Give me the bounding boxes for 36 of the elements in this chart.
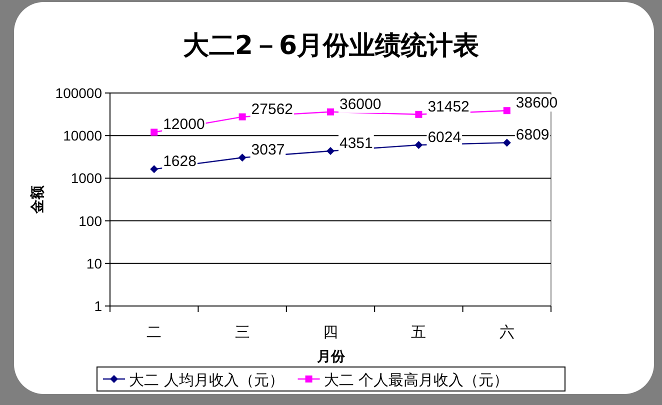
x-tick-label: 四 [323, 323, 338, 341]
x-tick-label: 五 [411, 323, 426, 341]
y-tick-label: 10 [86, 255, 102, 272]
data-label: 1628 [163, 153, 196, 170]
y-tick-label: 1 [94, 298, 102, 314]
legend-label: 大二 人均月收入（元） [129, 371, 284, 389]
point [150, 165, 158, 174]
data-label: 6024 [428, 128, 462, 146]
data-label: 38600 [516, 94, 558, 112]
data-label: 31452 [428, 98, 470, 116]
point [326, 146, 334, 155]
x-tick-label: 六 [499, 323, 514, 341]
data-label: 27562 [251, 100, 294, 118]
x-tick-label: 二 [146, 323, 162, 341]
point [503, 107, 510, 114]
point [414, 140, 423, 149]
y-tick-label: 10000 [63, 128, 102, 144]
chart-title: 大二2－6月份业绩统计表 [182, 31, 480, 61]
point [502, 138, 511, 147]
legend-label: 大二 个人最高月收入（元） [324, 371, 509, 389]
x-axis-title: 月份 [316, 349, 346, 365]
data-label: 36000 [340, 96, 382, 113]
data-label: 12000 [163, 116, 205, 134]
data-label: 6809 [516, 126, 550, 144]
data-label: 4351 [340, 134, 373, 152]
x-tick-label: 三 [234, 323, 250, 341]
y-tick-label: 1000 [70, 170, 102, 186]
point [415, 110, 422, 118]
point [150, 128, 158, 136]
y-axis-title: 金额 [29, 184, 46, 214]
point [327, 108, 334, 116]
point [238, 113, 246, 120]
data-label: 3037 [251, 142, 285, 159]
y-tick-label: 100 [78, 212, 102, 229]
y-tick-label: 100000 [55, 85, 102, 101]
point [238, 154, 246, 162]
